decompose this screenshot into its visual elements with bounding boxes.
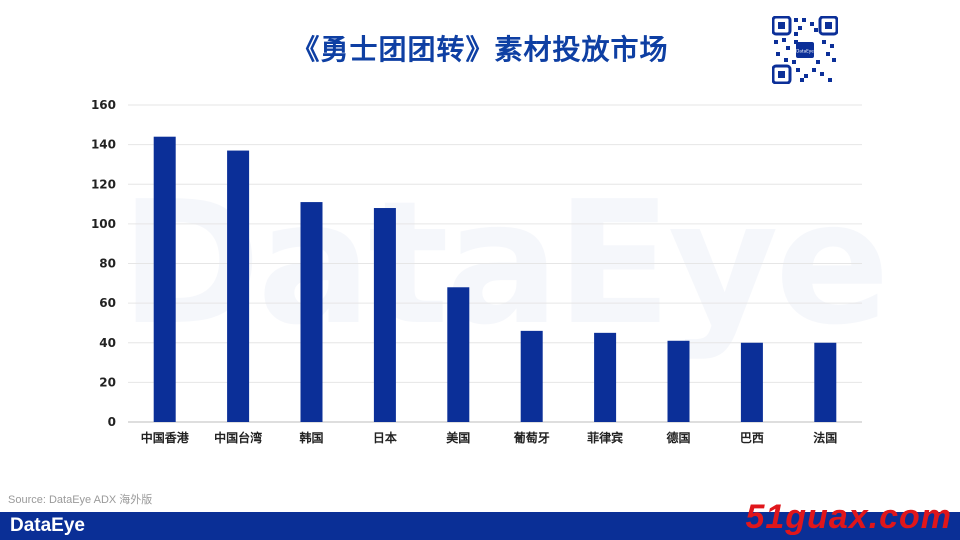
qr-center-logo: DataEye	[796, 49, 814, 54]
x-tick-label: 韩国	[299, 430, 323, 445]
bar	[153, 136, 176, 422]
x-tick-label: 菲律宾	[587, 430, 623, 445]
bar	[447, 287, 470, 422]
qr-code: DataEye	[772, 16, 838, 84]
site-watermark: 51guax.com	[745, 498, 952, 536]
y-tick-label: 20	[99, 375, 116, 389]
x-tick-label: 美国	[446, 430, 470, 445]
y-tick-label: 160	[91, 98, 116, 112]
footer-bar: DataEye 51guax.com	[0, 498, 960, 540]
x-axis-ticks: 中国香港 中国台湾 韩国 日本 美国 葡萄牙 菲律宾 德国 巴西 法国	[141, 430, 838, 445]
y-tick-label: 80	[99, 257, 116, 271]
y-tick-label: 60	[99, 296, 116, 310]
bar	[814, 342, 837, 422]
bar	[227, 150, 250, 422]
x-tick-label: 葡萄牙	[513, 430, 550, 445]
bar	[667, 340, 690, 422]
bar	[594, 332, 617, 422]
y-tick-label: 140	[91, 138, 116, 152]
y-tick-label: 40	[99, 336, 116, 350]
bar	[740, 342, 763, 422]
y-tick-label: 0	[108, 415, 116, 429]
bar	[300, 202, 323, 422]
x-tick-label: 德国	[666, 430, 690, 445]
bar	[520, 330, 543, 422]
grid-lines	[128, 104, 862, 423]
brand-logo: DataEye	[10, 515, 85, 536]
x-tick-label: 法国	[813, 430, 837, 445]
bar	[373, 208, 396, 422]
x-tick-label: 中国台湾	[214, 430, 262, 445]
x-tick-label: 日本	[373, 430, 397, 445]
x-tick-label: 中国香港	[141, 430, 190, 445]
bars	[153, 136, 837, 422]
chart-title: 《勇士团团转》素材投放市场	[291, 33, 669, 66]
source-note: Source: DataEye ADX 海外版	[8, 494, 153, 506]
y-tick-label: 120	[91, 177, 116, 191]
x-tick-label: 巴西	[740, 431, 764, 445]
y-axis-ticks: 0 20 40 60 80 100 120 140 160	[91, 98, 116, 429]
y-tick-label: 100	[91, 217, 116, 231]
